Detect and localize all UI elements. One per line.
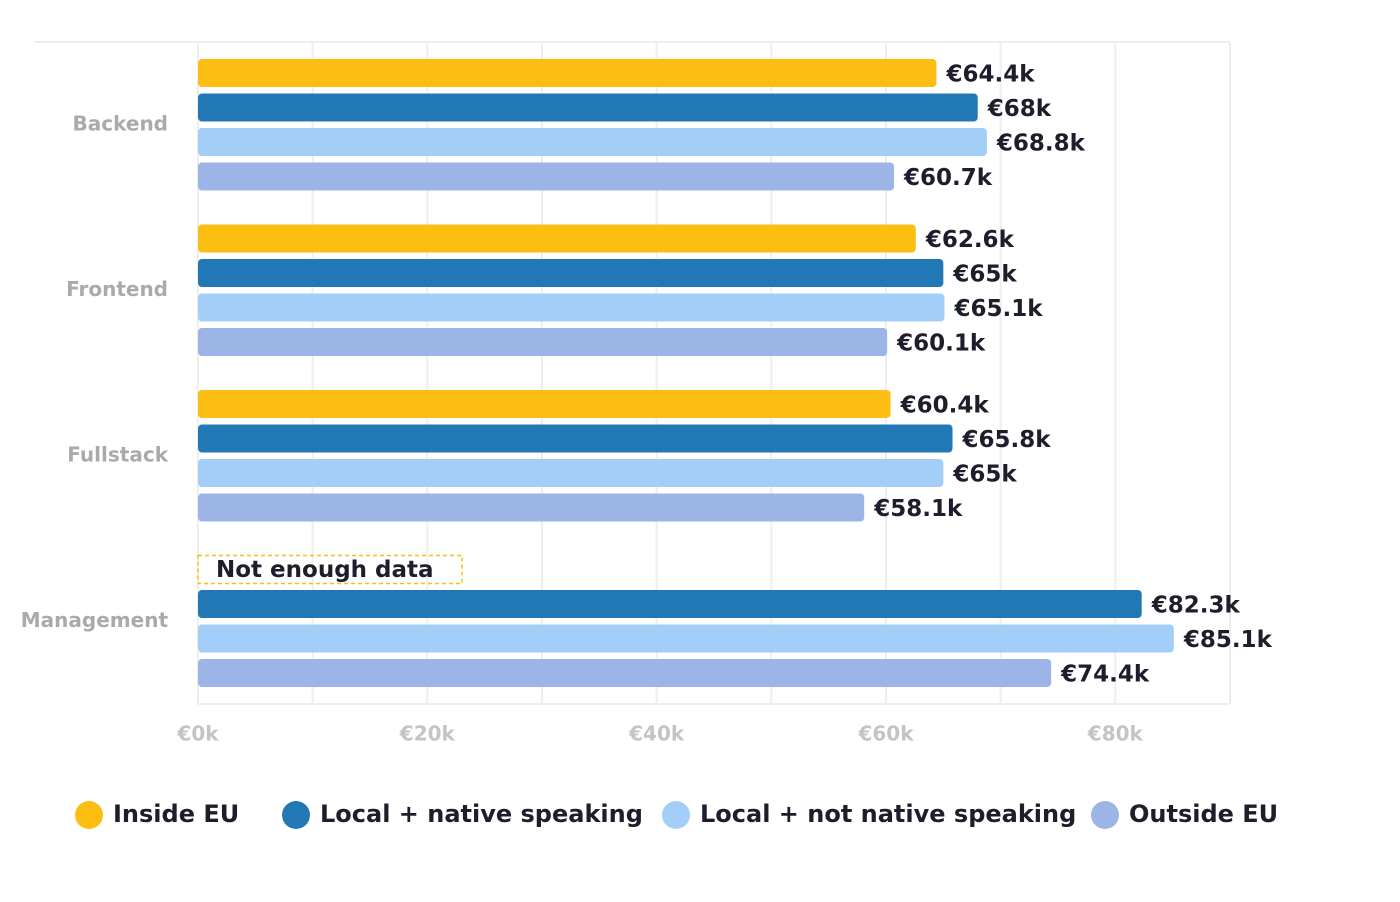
category-label: Fullstack: [67, 442, 168, 466]
legend-label: Local + not native speaking: [700, 800, 1076, 828]
x-tick-label: €80k: [1087, 722, 1144, 746]
value-label: €65k: [952, 462, 1017, 488]
bar: [198, 659, 1052, 687]
bar: [198, 59, 937, 87]
value-label: €65.1k: [953, 296, 1043, 322]
bar: [198, 128, 987, 156]
category-label: Management: [21, 608, 169, 632]
value-label: €68k: [987, 96, 1052, 122]
bar: [198, 624, 1174, 653]
x-tick-label: €60k: [857, 722, 914, 746]
category-label: Frontend: [66, 277, 168, 301]
bar: [198, 224, 916, 253]
value-label: €60.7k: [903, 165, 993, 191]
legend-swatch: [75, 801, 103, 829]
bar: [198, 459, 944, 487]
bar: [198, 493, 865, 522]
value-label: €60.4k: [900, 393, 990, 419]
value-label: €68.8k: [996, 131, 1086, 157]
x-tick-label: €0k: [176, 722, 219, 746]
value-label: €60.1k: [896, 331, 986, 357]
value-label: €64.4k: [945, 62, 1035, 88]
value-label: €82.3k: [1151, 593, 1241, 619]
bar: [198, 162, 895, 191]
x-tick-label: €20k: [399, 722, 456, 746]
value-label: €58.1k: [873, 496, 963, 522]
category-label: Backend: [73, 111, 168, 135]
no-data-annotation: Not enough data: [216, 557, 434, 583]
bar: [198, 259, 944, 287]
x-tick-label: €40k: [628, 722, 685, 746]
bar: [198, 590, 1142, 618]
legend-label: Local + native speaking: [320, 800, 643, 828]
no-data-box: [197, 554, 463, 585]
value-label: €65.8k: [962, 427, 1052, 453]
legend-swatch: [1091, 801, 1119, 829]
value-label: €85.1k: [1183, 627, 1273, 653]
legend-swatch: [662, 801, 690, 829]
bar: [198, 328, 888, 356]
bar: [198, 93, 978, 122]
bar: [198, 390, 891, 418]
bar: [198, 424, 953, 453]
value-label: €62.6k: [925, 227, 1015, 253]
value-label: €74.4k: [1060, 662, 1150, 688]
legend-label: Outside EU: [1129, 800, 1278, 828]
bar: [198, 293, 945, 322]
legend-label: Inside EU: [113, 800, 239, 828]
legend-swatch: [282, 801, 310, 829]
value-label: €65k: [952, 262, 1017, 288]
